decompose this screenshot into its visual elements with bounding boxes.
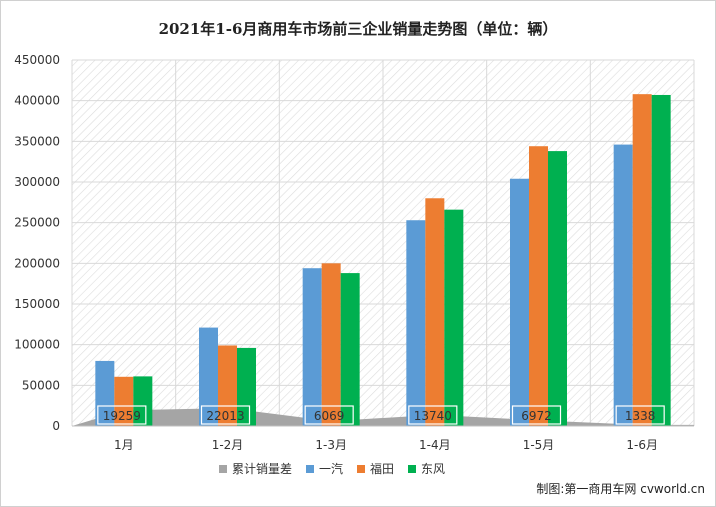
x-tick-label: 1-5月 (523, 438, 555, 452)
legend-swatch (219, 464, 227, 473)
bar-一汽 (95, 360, 115, 426)
legend-label: 东风 (421, 462, 446, 476)
legend-label: 福田 (370, 462, 395, 476)
data-label-box (511, 405, 562, 425)
data-label-box (200, 405, 251, 425)
bar-东风 (133, 376, 153, 426)
bar-东风 (651, 94, 671, 427)
x-tick-label: 1-4月 (419, 438, 451, 452)
data-label: 22013 (206, 409, 244, 423)
bar-东风 (444, 209, 464, 426)
chart-legend: 累计销量差 一汽 福田 东风 (219, 460, 445, 477)
bar-福田 (321, 263, 341, 426)
data-label-box (97, 405, 147, 425)
legend-label: 累计销量差 (232, 462, 293, 476)
data-label: 1338 (625, 409, 656, 423)
legend-swatch (306, 464, 315, 473)
data-label-box (615, 405, 665, 425)
y-tick-label: 50000 (22, 378, 60, 392)
data-label: 13740 (414, 409, 452, 423)
chart-credit: 制图:第一商用车网 cvworld.cn (536, 482, 705, 496)
y-tick-label: 350000 (14, 134, 60, 148)
y-tick-label: 450000 (14, 53, 60, 67)
legend-label: 一汽 (319, 462, 344, 476)
y-tick-label: 150000 (14, 297, 60, 311)
bar-福田 (632, 94, 652, 426)
legend-item: 累计销量差 (219, 460, 292, 477)
bar-一汽 (302, 268, 322, 426)
x-tick-label: 1-3月 (315, 438, 347, 452)
x-tick-label: 1月 (114, 438, 134, 452)
y-tick-label: 400000 (14, 94, 60, 108)
legend-item: 福田 (357, 460, 394, 477)
x-tick-label: 1-6月 (626, 438, 658, 452)
bar-东风 (548, 151, 567, 427)
y-tick-label: 200000 (14, 256, 60, 270)
bar-一汽 (510, 178, 529, 426)
bar-一汽 (613, 144, 633, 426)
bar-福田 (529, 146, 548, 427)
bar-一汽 (199, 327, 218, 426)
y-tick-label: 100000 (14, 338, 60, 352)
x-tick-label: 1-2月 (212, 438, 244, 452)
data-label-box (408, 405, 458, 425)
bar-一汽 (406, 220, 426, 426)
data-label-box (304, 405, 354, 425)
data-label: 6069 (314, 409, 345, 423)
chart-title: 2021年1-6月商用车市场前三企业销量走势图（单位：辆） (158, 20, 558, 38)
bar-福田 (114, 376, 134, 426)
legend-item: 东风 (408, 460, 445, 477)
y-tick-label: 250000 (14, 216, 60, 230)
legend-swatch (408, 464, 417, 473)
bar-东风 (340, 273, 360, 426)
legend-item: 一汽 (306, 460, 343, 477)
y-tick-label: 0 (52, 419, 60, 433)
data-label: 6972 (521, 409, 552, 423)
bar-福田 (425, 198, 445, 426)
data-label: 19259 (103, 409, 141, 423)
y-tick-label: 300000 (14, 175, 60, 189)
legend-swatch (357, 464, 366, 473)
